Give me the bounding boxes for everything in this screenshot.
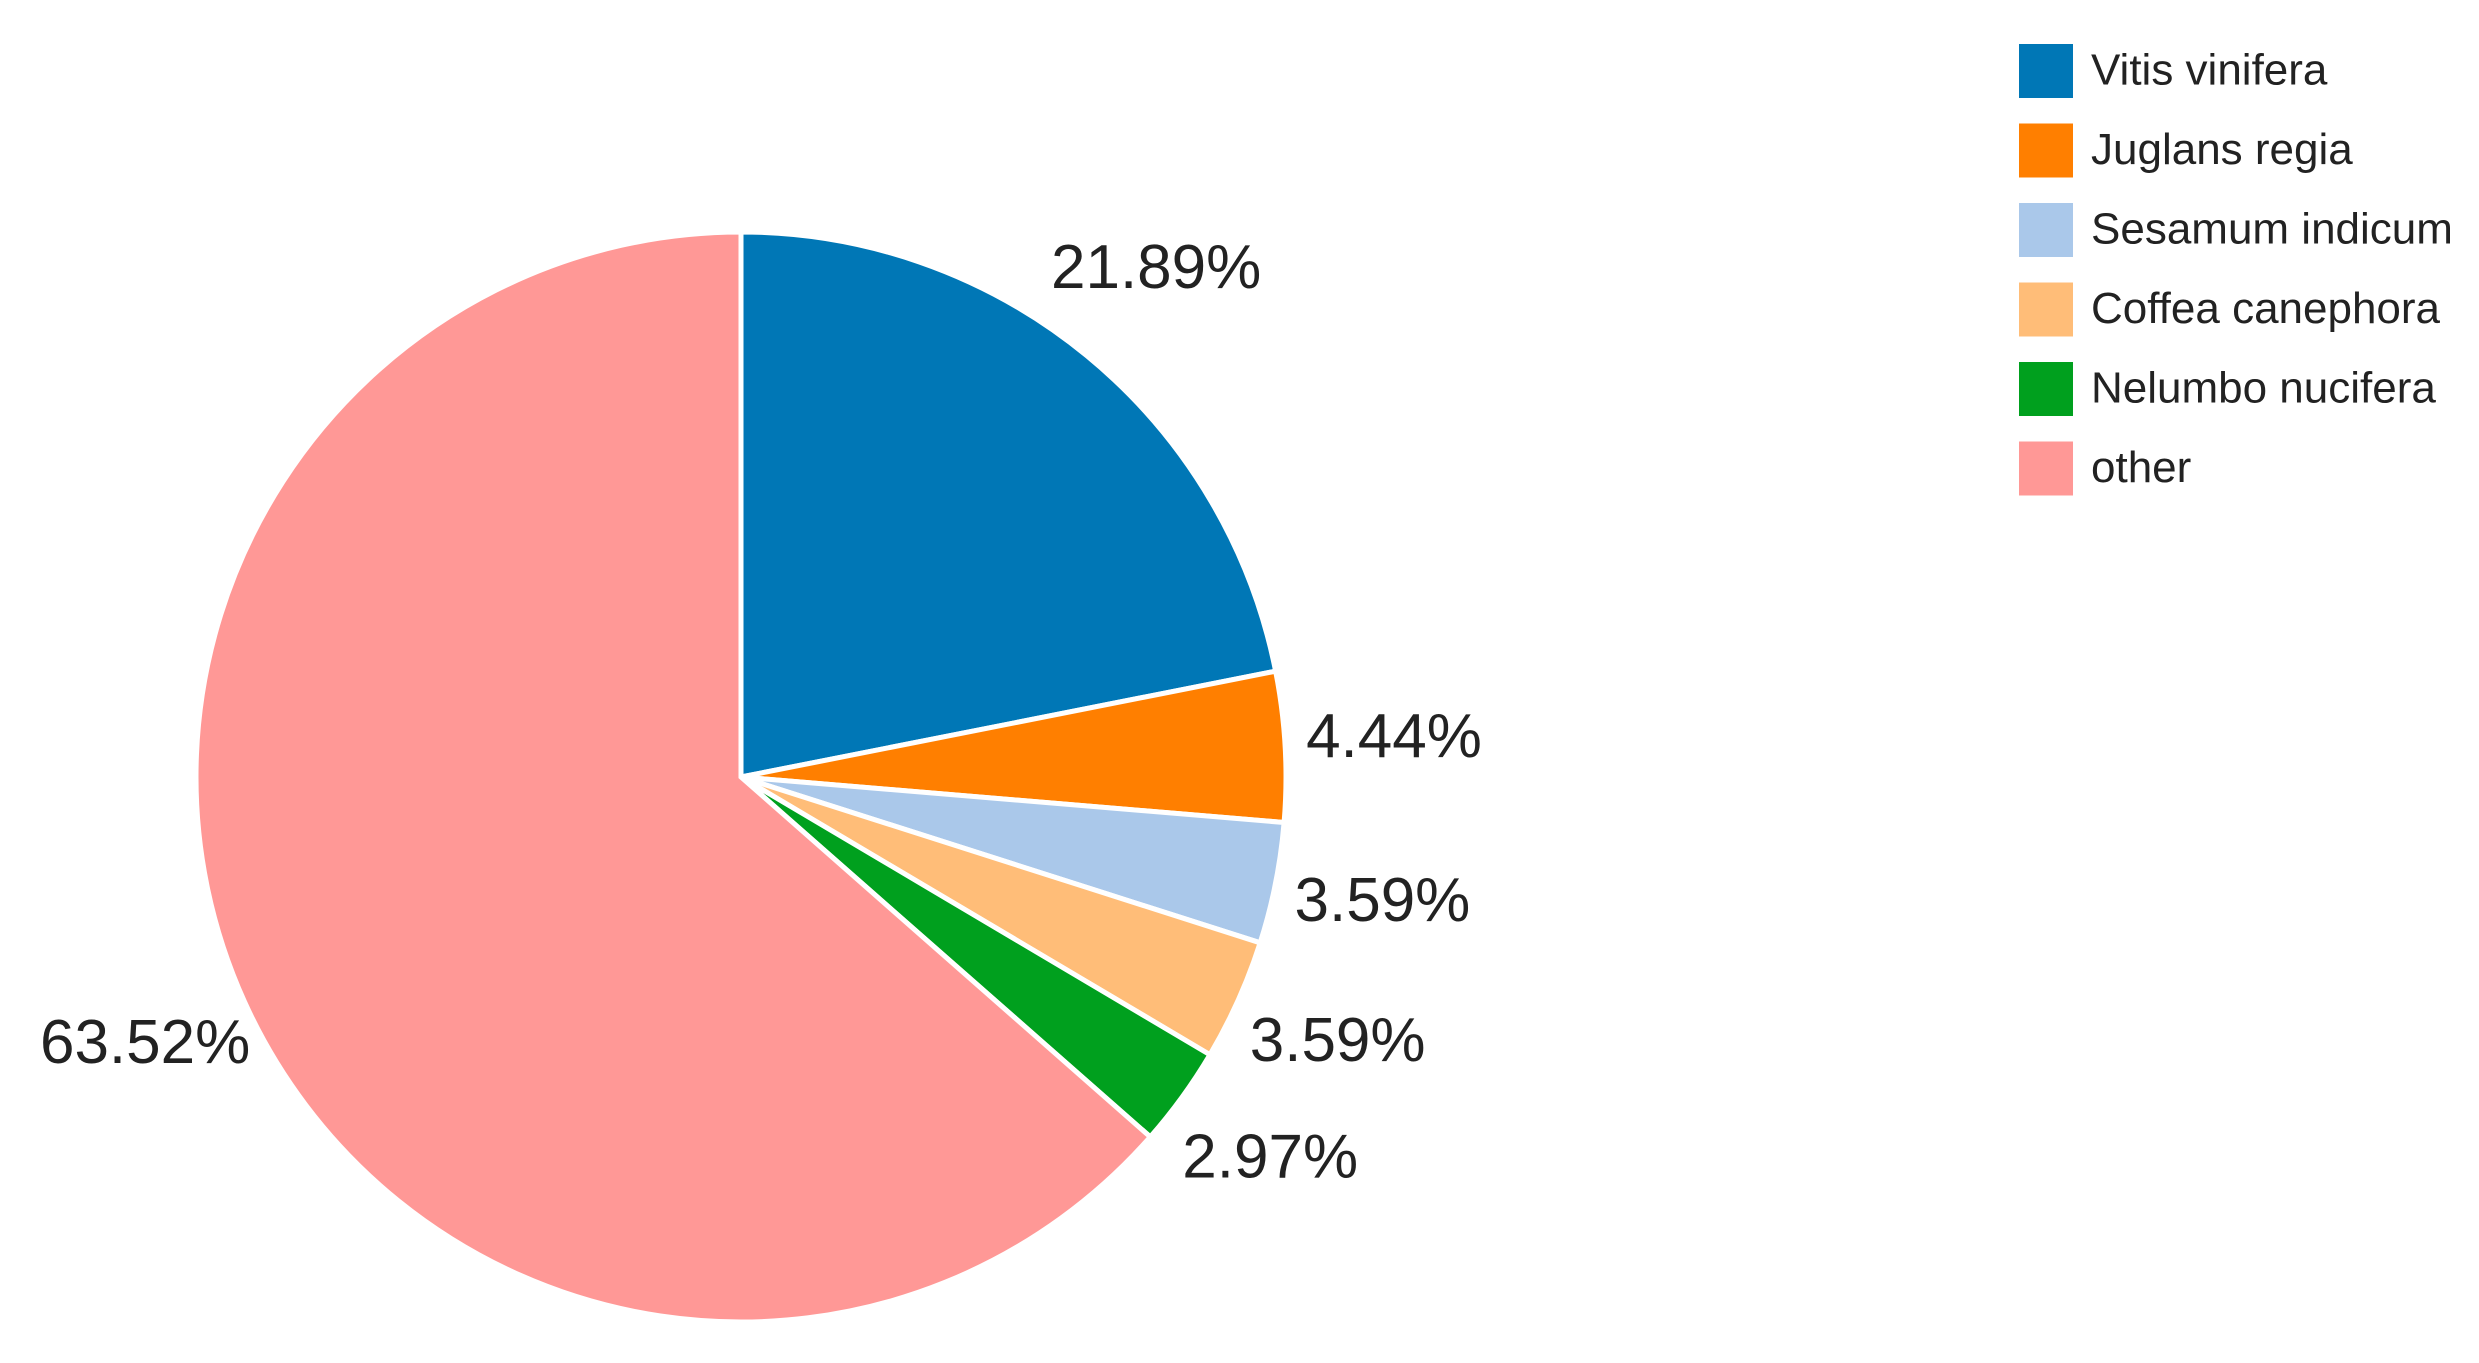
legend-label: Vitis vinifera xyxy=(2091,46,2328,95)
slice-label: 63.52% xyxy=(40,1008,250,1077)
legend-label: Juglans regia xyxy=(2091,125,2353,174)
legend-swatch xyxy=(2019,441,2073,496)
legend-swatch xyxy=(2019,203,2073,257)
legend-label: Coffea canephora xyxy=(2091,284,2441,333)
legend-swatch xyxy=(2019,123,2073,178)
slice-label: 2.97% xyxy=(1182,1123,1358,1192)
legend-swatch xyxy=(2019,362,2073,416)
slice-label: 3.59% xyxy=(1250,1006,1426,1075)
legend-label: Sesamum indicum xyxy=(2091,205,2453,254)
slice-label: 3.59% xyxy=(1295,866,1471,935)
legend-label: Nelumbo nucifera xyxy=(2091,364,2436,413)
slice-label: 21.89% xyxy=(1051,233,1261,302)
slice-label: 4.44% xyxy=(1306,702,1482,771)
legend-label: other xyxy=(2091,443,2191,492)
pie-slice xyxy=(738,229,1279,781)
pie-slice xyxy=(193,229,1154,1325)
legend-swatch xyxy=(2019,44,2073,98)
legend-swatch xyxy=(2019,282,2073,337)
